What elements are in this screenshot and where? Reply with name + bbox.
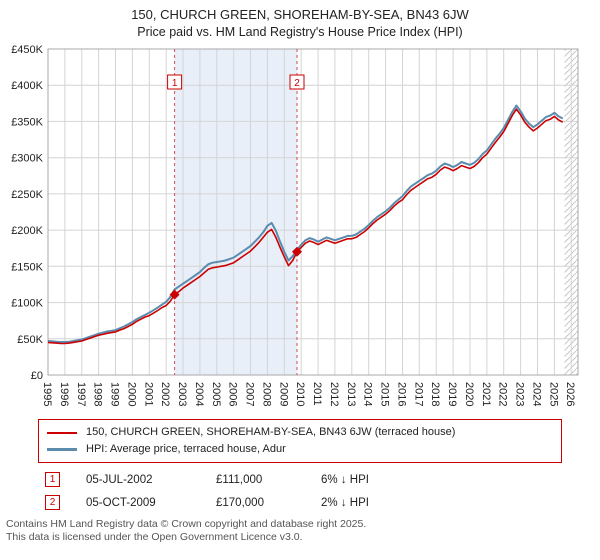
page: 150, CHURCH GREEN, SHOREHAM-BY-SEA, BN43… [0,7,600,544]
svg-text:2025: 2025 [547,382,559,406]
sale-price: £111,000 [216,473,263,486]
between-sales-shade [174,49,297,375]
svg-text:£250K: £250K [11,189,43,201]
svg-text:2004: 2004 [193,382,205,406]
sales-table: 1 05-JUL-2002 £111,000 6% ↓ HPI 2 05-OCT… [45,472,600,510]
sale-marker-diamond [169,289,180,300]
svg-text:£0: £0 [31,370,43,382]
sale-number-badge: 2 [45,495,60,510]
sale-hpi-diff: 6% ↓ HPI [321,473,369,486]
svg-text:2009: 2009 [277,382,289,406]
footer: Contains HM Land Registry data © Crown c… [6,518,600,544]
svg-text:2023: 2023 [514,382,526,406]
sale-hpi-diff: 2% ↓ HPI [321,496,369,509]
sale-number-badge: 1 [45,472,60,487]
svg-text:2003: 2003 [176,382,188,406]
legend-item-price: 150, CHURCH GREEN, SHOREHAM-BY-SEA, BN43… [47,424,553,441]
svg-text:£100K: £100K [11,298,43,310]
sale-number-box [167,74,183,90]
legend-swatch [47,431,77,434]
x-axis-labels: 1995 1996 1997 1998 1999 2000 2001 2002 2003 2004… [41,382,576,406]
footer-line2: This data is licensed under the Open Gov… [6,531,303,544]
svg-text:2016: 2016 [396,382,408,406]
svg-text:£350K: £350K [11,116,43,128]
svg-text:2026: 2026 [564,382,576,406]
svg-text:1996: 1996 [58,382,70,406]
chart-subtitle: Price paid vs. HM Land Registry's House … [137,25,463,39]
legend-label: HPI: Average price, terraced house, Adur [86,443,286,455]
sale-number-label: 1 [172,78,178,89]
svg-text:2010: 2010 [294,382,306,406]
legend-item-hpi: HPI: Average price, terraced house, Adur [47,441,553,458]
svg-text:2006: 2006 [227,382,239,406]
svg-text:2000: 2000 [125,382,137,406]
svg-text:£450K: £450K [11,44,43,56]
hpi-chart: £0 £50K £100K £150K £200K £250K £300K £350K £400… [11,44,579,406]
legend-swatch [47,448,77,451]
svg-text:2015: 2015 [379,382,391,406]
sale-row-2: 2 05-OCT-2009 £170,000 2% ↓ HPI [45,495,600,510]
sale-date: 05-JUL-2002 [86,473,153,486]
plot-border [47,48,579,376]
svg-text:2012: 2012 [328,382,340,406]
svg-text:2018: 2018 [429,382,441,406]
sale-marker-diamond [292,246,302,257]
hpi-line [47,104,564,343]
svg-text:1999: 1999 [109,382,121,406]
sale-price: £170,000 [216,496,264,509]
sale-date: 05-OCT-2009 [86,496,156,509]
chart-container: £0 £50K £100K £150K £200K £250K £300K £350K £400… [0,39,600,417]
sale-number-label: 2 [294,78,300,89]
svg-text:£200K: £200K [11,225,43,237]
legend: 150, CHURCH GREEN, SHOREHAM-BY-SEA, BN43… [38,419,562,463]
svg-text:2019: 2019 [446,382,458,406]
sale-number-box [289,74,305,90]
chart-title: 150, CHURCH GREEN, SHOREHAM-BY-SEA, BN43… [131,7,469,22]
footer-line1: Contains HM Land Registry data © Crown c… [6,518,367,530]
legend-label: 150, CHURCH GREEN, SHOREHAM-BY-SEA, BN43… [86,426,456,438]
svg-text:£400K: £400K [11,80,43,92]
svg-text:£300K: £300K [11,153,43,165]
sale-row-1: 1 05-JUL-2002 £111,000 6% ↓ HPI [45,472,600,487]
svg-text:2021: 2021 [480,382,492,406]
svg-text:£50K: £50K [17,334,43,346]
price-paid-line [47,108,564,345]
svg-text:2001: 2001 [142,382,154,406]
svg-text:1997: 1997 [75,382,87,406]
svg-text:2011: 2011 [311,382,323,406]
svg-text:2002: 2002 [159,382,171,406]
svg-text:2013: 2013 [345,382,357,406]
svg-text:£150K: £150K [11,261,43,273]
svg-text:1995: 1995 [41,382,53,406]
svg-text:2005: 2005 [210,382,222,406]
svg-text:2022: 2022 [497,382,509,406]
svg-text:1998: 1998 [92,382,104,406]
svg-text:2008: 2008 [260,382,272,406]
svg-text:2020: 2020 [463,382,475,406]
svg-text:2024: 2024 [531,382,543,406]
svg-text:2017: 2017 [412,382,424,406]
svg-text:2014: 2014 [362,382,374,406]
y-axis-labels: £0 £50K £100K £150K £200K £250K £300K £350K £400… [11,44,43,382]
svg-text:2007: 2007 [244,382,256,406]
